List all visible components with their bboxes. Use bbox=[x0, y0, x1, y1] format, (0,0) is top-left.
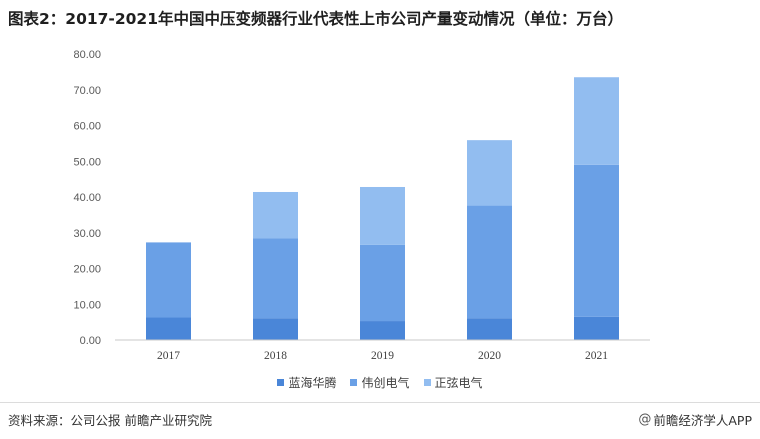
bars bbox=[146, 77, 619, 340]
legend-swatch bbox=[277, 379, 285, 386]
source-note: 资料来源：公司公报 前瞻产业研究院 bbox=[8, 413, 212, 428]
y-tick-label: 20.00 bbox=[73, 264, 101, 276]
y-axis: 0.00 10.00 20.00 30.00 40.00 50.00 60.00 70.00 8… bbox=[73, 49, 101, 347]
legend-swatch bbox=[423, 379, 431, 386]
bar-segment bbox=[360, 186, 405, 245]
x-tick-label: 2021 bbox=[585, 350, 608, 362]
brand-icon: @ bbox=[638, 412, 652, 427]
x-axis: 2017 2018 2019 2020 2021 bbox=[115, 339, 650, 362]
y-tick-label: 80.00 bbox=[73, 49, 101, 61]
x-tick-label: 2018 bbox=[264, 350, 287, 362]
bar-segment bbox=[146, 242, 191, 318]
x-tick-label: 2020 bbox=[478, 350, 501, 362]
bar-segment bbox=[253, 191, 298, 239]
legend-item: 正弦电气 bbox=[423, 374, 483, 391]
y-tick-label: 0.00 bbox=[80, 335, 101, 347]
bar-segment bbox=[360, 244, 405, 322]
footer-divider bbox=[0, 402, 760, 403]
x-tick-label: 2017 bbox=[157, 350, 180, 362]
bar-segment bbox=[360, 321, 405, 340]
y-tick-label: 40.00 bbox=[73, 192, 101, 204]
legend-label: 正弦电气 bbox=[434, 376, 483, 390]
brand-text: 前瞻经济学人APP bbox=[653, 413, 752, 428]
bar-segment bbox=[253, 238, 298, 319]
legend-label: 伟创电气 bbox=[361, 376, 410, 390]
y-tick-label: 30.00 bbox=[73, 228, 101, 240]
legend-label: 蓝海华腾 bbox=[288, 376, 337, 390]
legend: 蓝海华腾 伟创电气 正弦电气 bbox=[0, 374, 760, 391]
chart-title: 图表2：2017-2021年中国中压变频器行业代表性上市公司产量变动情况（单位：… bbox=[8, 10, 623, 28]
bar-segment bbox=[574, 77, 619, 165]
bar-segment bbox=[146, 317, 191, 340]
bar-segment bbox=[574, 316, 619, 340]
y-tick-label: 10.00 bbox=[73, 299, 101, 311]
stacked-bar-chart: 0.00 10.00 20.00 30.00 40.00 50.00 60.00 70.00 8… bbox=[73, 49, 650, 362]
x-tick-label: 2019 bbox=[371, 350, 394, 362]
legend-swatch bbox=[350, 379, 358, 386]
bar-segment bbox=[574, 164, 619, 317]
bar-segment bbox=[467, 140, 512, 206]
bar-segment bbox=[467, 318, 512, 340]
y-tick-label: 70.00 bbox=[73, 85, 101, 97]
brand-label: @ 前瞻经济学人APP bbox=[638, 410, 752, 429]
bar-segment bbox=[253, 318, 298, 340]
bar-segment bbox=[467, 205, 512, 319]
y-tick-label: 50.00 bbox=[73, 156, 101, 168]
legend-item: 伟创电气 bbox=[350, 374, 410, 391]
y-tick-label: 60.00 bbox=[73, 121, 101, 133]
legend-item: 蓝海华腾 bbox=[277, 374, 336, 391]
